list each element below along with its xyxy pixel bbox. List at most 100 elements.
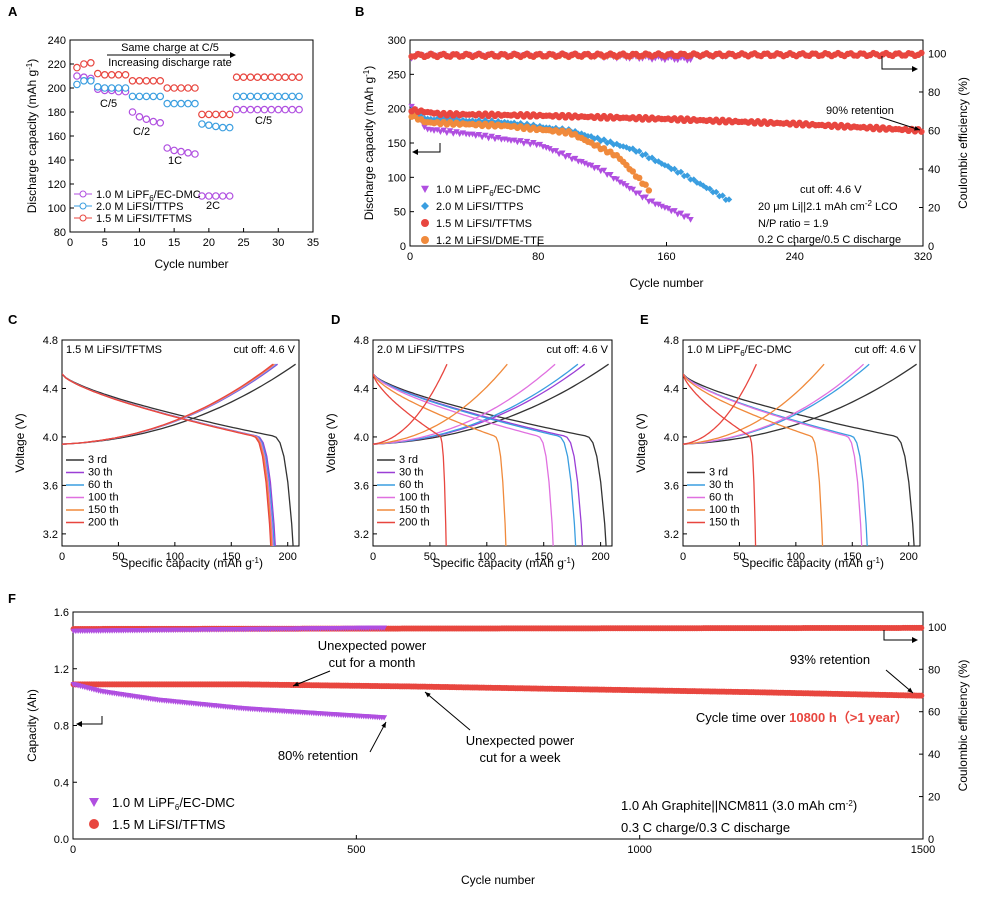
arrow-F-ret80 [369, 721, 387, 753]
annotation-A-c5b: C/5 [255, 115, 272, 127]
data-point-B-capacity [626, 145, 633, 153]
y-tick-label-D: 3.2 [354, 529, 369, 541]
data-point-B-capacity [629, 145, 637, 152]
data-point-A [121, 84, 130, 92]
x-tick-label-E: 50 [733, 551, 745, 563]
data-point-A [274, 73, 283, 82]
data-point-A [295, 92, 303, 101]
y-tick-label-E: 4.4 [664, 383, 679, 395]
data-point-A [73, 72, 81, 80]
legend-label-C: 3 rd [88, 454, 107, 466]
x-tick-label-F: 1000 [627, 844, 651, 856]
discharge-curve-C [62, 373, 294, 546]
charge-curve-C [62, 363, 274, 445]
data-point-A [239, 73, 248, 82]
data-point-A [142, 77, 151, 85]
data-point-A [107, 84, 116, 92]
y2-axis-label-F: Coulombic efficiency (%) [956, 660, 970, 792]
data-point-A [232, 105, 241, 114]
data-point-A [267, 73, 276, 82]
annotation-B-retention: 90% retention [826, 105, 894, 117]
data-point-A [149, 77, 158, 85]
discharge-curve-C [62, 373, 272, 546]
data-point-B-capacity [581, 160, 588, 167]
title-E: 1.0 M LiPF6/EC-DMC [687, 344, 792, 358]
data-point-B-capacity [648, 154, 656, 161]
y-tick-label-D: 4.0 [354, 432, 369, 444]
annotation-F-ret80: 80% retention [278, 748, 358, 763]
data-point-A [218, 110, 227, 119]
data-point-B-capacity [687, 216, 694, 223]
data-point-B-capacity [664, 205, 672, 212]
data-point-B-capacity [652, 157, 659, 165]
data-point-B-capacity [517, 138, 524, 144]
data-point-A [73, 80, 81, 89]
legend-label-E: 3 rd [709, 467, 728, 479]
arrow-F-month-head [293, 681, 299, 687]
x-tick-label-A: 15 [168, 237, 180, 249]
legend-label-B: 1.0 M LiPF6/EC-DMC [436, 184, 541, 198]
data-point-A [170, 146, 178, 155]
data-point-A [128, 77, 137, 85]
data-point-B-capacity [587, 162, 595, 169]
data-point-B-capacity [671, 165, 678, 173]
data-point-B-capacity [658, 160, 665, 167]
legend-label-C: 30 th [88, 467, 112, 479]
data-point-A [100, 71, 109, 79]
data-point-A [239, 92, 248, 101]
y-tick-label-E: 4.0 [664, 432, 679, 444]
data-point-B-capacity [603, 139, 611, 147]
y-tick-label-E: 3.2 [664, 529, 679, 541]
data-point-B-capacity [475, 132, 483, 138]
y-tick-label-C: 3.6 [43, 480, 58, 492]
data-point-A [246, 105, 255, 114]
y2-tick-label-F: 60 [928, 707, 940, 719]
annotation-F-cond1: 1.0 Ah Graphite||NCM811 (3.0 mAh cm-2) [621, 798, 857, 813]
data-point-B-capacity [600, 136, 608, 143]
data-point-B-capacity [594, 134, 601, 142]
x-tick-label-F: 1500 [911, 844, 935, 856]
data-point-B-capacity [623, 183, 630, 189]
data-point-A [260, 105, 269, 114]
data-point-A [239, 105, 248, 114]
legend-label-E: 100 th [709, 504, 740, 516]
data-point-B-capacity [494, 134, 502, 141]
y-tick-label-E: 3.6 [664, 480, 679, 492]
discharge-curve-D [373, 373, 607, 546]
annotation-A-2c: 2C [206, 200, 220, 212]
data-point-A [73, 63, 81, 72]
data-point-B-capacity [636, 147, 643, 155]
annotation-F-month1: Unexpected power [318, 638, 427, 653]
arrow-F-ret93 [885, 669, 914, 694]
data-point-B-capacity [482, 132, 489, 139]
data-point-A [163, 99, 172, 108]
data-point-A [80, 60, 88, 68]
discharge-curve-E [683, 373, 757, 546]
annotation-B-cond4: 0.2 C charge/0.5 C discharge [758, 234, 901, 246]
x-axis-label-D: Specific capacity (mAh g-1) [433, 556, 576, 570]
data-point-B-capacity [629, 186, 637, 193]
y-tick-label-D: 3.6 [354, 480, 369, 492]
y-axis-label-D: Voltage (V) [324, 413, 338, 472]
data-point-A [198, 120, 206, 128]
x-axis-label-F: Cycle number [461, 873, 535, 887]
discharge-curve-D [373, 373, 554, 546]
data-point-B-capacity [632, 148, 640, 155]
y2-tick-label-B: 100 [928, 48, 946, 60]
charge-curve-D [373, 363, 586, 445]
data-point-A [163, 144, 172, 152]
axes-D [372, 339, 613, 547]
data-point-A [198, 110, 206, 119]
data-point-A [232, 73, 241, 82]
data-point-A [260, 73, 269, 82]
data-point-A [212, 110, 220, 119]
data-point-B-capacity [587, 133, 595, 140]
data-point-A [142, 115, 151, 124]
data-point-A [170, 84, 178, 92]
y-tick-label-C: 4.0 [43, 432, 58, 444]
arrow-F-week [424, 691, 471, 731]
y2-axis-label-B: Coulombic efficiency (%) [956, 77, 970, 209]
data-point-B-capacity [642, 151, 649, 158]
data-point-A [114, 84, 123, 92]
y-tick-label-B: 100 [388, 172, 406, 184]
